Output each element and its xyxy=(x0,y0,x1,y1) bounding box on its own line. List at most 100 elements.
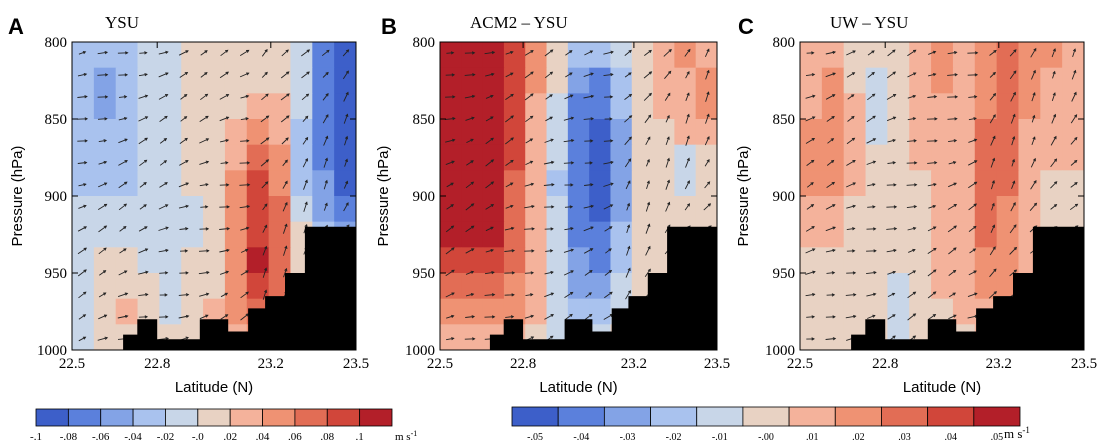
field-cell xyxy=(246,67,270,94)
field-cell xyxy=(821,196,845,223)
field-cell xyxy=(290,42,313,69)
field-cell xyxy=(589,144,612,171)
field-cell xyxy=(952,119,976,146)
field-cell xyxy=(931,247,954,274)
field-cell xyxy=(440,196,462,223)
wind-arrow xyxy=(906,161,918,165)
wind-arrow xyxy=(583,248,594,254)
field-cell xyxy=(631,221,654,248)
colorbar-label: -.0 xyxy=(192,431,204,443)
wind-arrow xyxy=(220,161,229,165)
wind-arrow xyxy=(199,183,209,187)
field-cell xyxy=(589,221,612,248)
wind-arrow xyxy=(505,315,515,319)
field-cell xyxy=(952,93,976,120)
wind-arrow xyxy=(846,182,857,188)
wind-arrow xyxy=(887,49,896,57)
wind-arrow xyxy=(625,180,631,190)
wind-arrow xyxy=(262,289,268,300)
wind-arrow xyxy=(344,158,348,167)
field-cell xyxy=(482,42,505,69)
x-tick-label: 22.8 xyxy=(510,356,536,372)
wind-arrow xyxy=(564,205,574,209)
field-cell xyxy=(887,247,910,274)
wind-arrow xyxy=(705,113,710,124)
field-cell xyxy=(1018,93,1041,120)
field-cell xyxy=(546,298,569,325)
wind-arrow xyxy=(544,205,555,209)
field-cell xyxy=(821,119,845,146)
wind-arrow xyxy=(343,180,349,189)
field-cell xyxy=(931,119,954,146)
wind-arrow xyxy=(806,51,815,55)
field-cell xyxy=(567,247,590,274)
field-cell xyxy=(1040,67,1063,94)
field-cell xyxy=(567,196,590,223)
colorbar-label: .08 xyxy=(320,431,334,443)
field-cell xyxy=(461,42,484,69)
wind-arrow xyxy=(180,116,188,122)
field-cell xyxy=(137,247,160,274)
wind-arrow xyxy=(927,161,938,165)
wind-arrow xyxy=(585,292,592,298)
wind-arrow xyxy=(446,337,455,341)
x-tick-label: 23.2 xyxy=(621,356,647,372)
wind-arrow xyxy=(990,157,996,168)
wind-arrow xyxy=(524,71,534,79)
field-cell xyxy=(589,42,612,69)
field-cell xyxy=(695,42,717,69)
field-cell xyxy=(115,170,139,197)
wind-arrow xyxy=(805,73,816,77)
field-cell xyxy=(312,144,335,171)
field-cell xyxy=(290,67,313,94)
field-cell xyxy=(909,221,932,248)
field-cell xyxy=(909,93,932,120)
wind-arrow xyxy=(98,182,108,188)
field-cell xyxy=(631,93,654,120)
wind-arrow xyxy=(240,270,249,276)
wind-arrow xyxy=(77,161,88,165)
wind-arrow xyxy=(704,48,710,57)
wind-arrow xyxy=(138,226,148,232)
wind-arrow xyxy=(1010,202,1016,212)
wind-arrow xyxy=(465,270,475,275)
wind-arrow xyxy=(563,270,574,276)
wind-arrow xyxy=(866,249,877,253)
wind-arrow xyxy=(584,269,593,276)
field-cell xyxy=(137,67,160,94)
wind-arrow xyxy=(465,181,475,189)
field-cell xyxy=(674,93,697,120)
wind-arrow xyxy=(525,160,534,166)
wind-arrow xyxy=(664,92,671,101)
wind-arrow xyxy=(704,181,711,189)
colorbar-swatch xyxy=(35,408,69,427)
wind-arrow xyxy=(138,73,148,77)
wind-arrow xyxy=(446,182,454,188)
field-cell xyxy=(653,196,675,223)
wind-arrow xyxy=(178,314,190,319)
colorbar-swatch xyxy=(229,408,263,427)
wind-arrow xyxy=(98,292,107,298)
wind-arrow xyxy=(685,113,690,124)
field-cell xyxy=(1062,119,1084,146)
field-cell xyxy=(631,196,654,223)
field-cell xyxy=(1062,170,1084,197)
wind-arrow xyxy=(282,180,288,189)
field-cell xyxy=(610,273,633,300)
wind-arrow xyxy=(665,179,671,190)
wind-arrow xyxy=(565,50,573,56)
field-cell xyxy=(931,298,954,325)
wind-arrow xyxy=(484,270,495,275)
wind-arrow xyxy=(158,248,169,253)
field-cell xyxy=(589,298,612,325)
wind-arrow xyxy=(485,116,494,122)
wind-arrow xyxy=(322,114,329,124)
y-tick-label: 900 xyxy=(45,189,68,205)
wind-arrow xyxy=(544,292,555,298)
wind-arrow xyxy=(643,92,652,101)
wind-arrow xyxy=(626,245,631,256)
field-cell xyxy=(800,93,823,120)
wind-arrow xyxy=(77,95,88,99)
x-tick-label: 23.5 xyxy=(343,356,369,372)
field-cell xyxy=(909,170,932,197)
